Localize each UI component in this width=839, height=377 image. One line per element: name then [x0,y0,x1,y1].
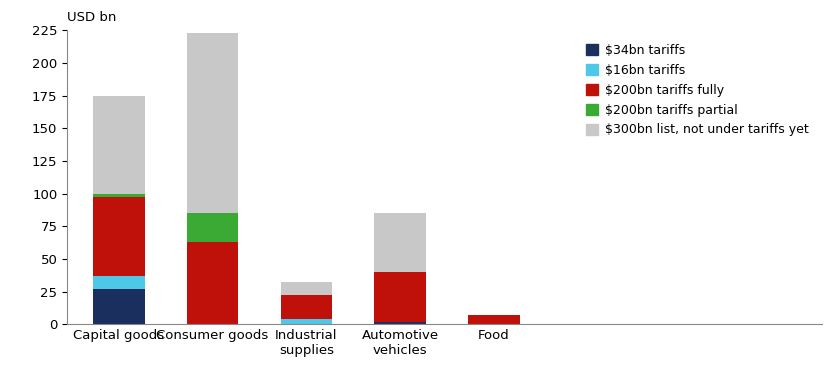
Bar [280,296,332,319]
Bar [374,272,426,322]
Bar [93,193,144,198]
Legend: $34bn tariffs, $16bn tariffs, $200bn tariffs fully, $200bn tariffs partial, $300: $34bn tariffs, $16bn tariffs, $200bn tar… [578,37,816,144]
Text: USD bn: USD bn [67,11,117,24]
Bar [93,276,144,289]
Bar [187,33,238,213]
Bar [374,213,426,272]
Bar [93,198,144,276]
Bar [468,315,519,324]
Bar [280,319,332,324]
Bar [93,95,144,193]
Bar [187,242,238,324]
Bar [280,282,332,296]
Bar [187,213,238,242]
Bar [374,322,426,324]
Bar [93,289,144,324]
